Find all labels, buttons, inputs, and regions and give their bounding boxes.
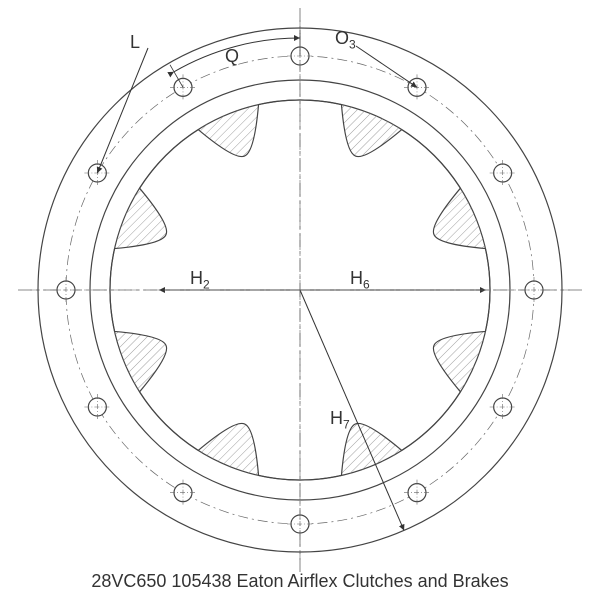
label-L: L — [130, 32, 140, 53]
label-H7: H7 — [330, 408, 350, 432]
caption: 28VC650 105438 Eaton Airflex Clutches an… — [0, 571, 600, 592]
label-H2: H2 — [190, 268, 210, 292]
label-H6: H6 — [350, 268, 370, 292]
clutch-drawing — [0, 0, 600, 580]
label-O3: O3 — [335, 28, 356, 52]
label-Q: Q — [225, 46, 239, 67]
